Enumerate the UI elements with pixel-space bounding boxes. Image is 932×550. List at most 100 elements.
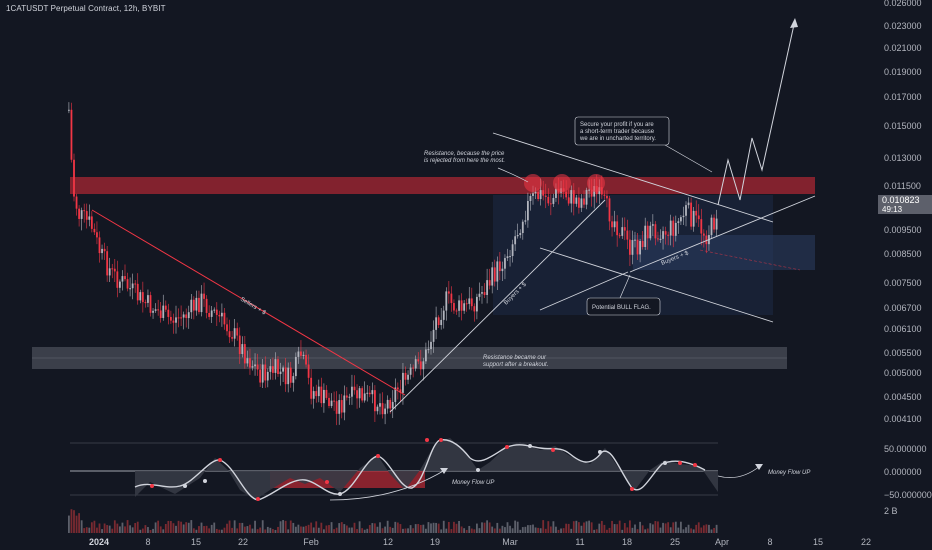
candle-body xyxy=(73,159,75,197)
candle-body xyxy=(516,234,519,237)
candle-body xyxy=(677,221,680,223)
volume-bar xyxy=(552,521,555,533)
money-flow-arrow-1 xyxy=(329,469,446,501)
price-tick: 0.006100 xyxy=(884,324,922,334)
candle-body xyxy=(374,390,376,412)
candle-body xyxy=(713,217,715,230)
volume-bar xyxy=(682,529,685,533)
candle-body xyxy=(185,314,188,319)
candle-body xyxy=(246,358,249,364)
price-tick: 0.004100 xyxy=(884,414,922,424)
candle-body xyxy=(180,317,182,319)
volume-bar xyxy=(277,526,279,533)
volume-bar xyxy=(557,529,560,533)
candle-body xyxy=(539,190,542,200)
osc-tick-0: 0.000000 xyxy=(884,467,922,477)
volume-bar xyxy=(646,528,649,533)
candle-body xyxy=(134,283,137,285)
volume-bar xyxy=(333,529,335,533)
candle-body xyxy=(358,388,361,399)
volume-bar xyxy=(294,526,297,533)
volume-bar xyxy=(363,529,366,533)
volume-bar xyxy=(639,521,641,533)
candle-body xyxy=(447,291,450,294)
volume-bar xyxy=(695,524,698,533)
candle-body xyxy=(221,312,223,317)
volume-bar xyxy=(486,520,488,533)
volume-bar xyxy=(465,529,468,533)
volume-bar xyxy=(243,526,246,533)
volume-bar xyxy=(669,527,672,533)
volume-bar xyxy=(654,521,657,533)
candle-body xyxy=(440,319,443,326)
candle-body xyxy=(75,196,78,209)
candle-body xyxy=(190,299,193,313)
volume-bar xyxy=(320,522,323,533)
volume-bar xyxy=(195,529,198,533)
candle-body xyxy=(272,366,274,373)
oscillator-dots-white xyxy=(183,444,667,496)
candle-body xyxy=(96,232,98,238)
volume-bar xyxy=(312,527,315,533)
candle-body xyxy=(544,195,547,197)
resistance-arrow xyxy=(497,167,529,183)
candle-body xyxy=(345,395,348,398)
candle-body xyxy=(450,293,453,304)
volume-bar xyxy=(68,515,70,533)
volume-bar xyxy=(590,522,593,533)
candle-body xyxy=(149,295,152,313)
candle-body xyxy=(203,293,205,299)
candle-body xyxy=(315,391,318,397)
volume-bar xyxy=(374,523,376,533)
volume-bar xyxy=(606,529,608,533)
current-price: 0.010823 xyxy=(882,195,920,205)
volume-bar xyxy=(565,523,568,533)
volume-bar xyxy=(78,513,80,533)
candle-body xyxy=(144,302,147,304)
candle-body xyxy=(119,281,121,288)
candle-body xyxy=(402,372,404,393)
candle-body xyxy=(187,312,190,319)
buyers-trendline-1 xyxy=(389,199,606,413)
candle-body xyxy=(182,314,185,318)
candle-body xyxy=(348,396,351,398)
volume-bar xyxy=(667,522,670,533)
rejection-circle xyxy=(587,174,605,192)
candle-body xyxy=(162,305,165,318)
candle-body xyxy=(167,309,170,317)
volume-bar xyxy=(690,528,692,533)
candle-body xyxy=(172,320,175,323)
volume-label: 2 B xyxy=(884,506,898,516)
volume-bar xyxy=(549,526,552,533)
flag-lower-left xyxy=(539,271,629,311)
candle-body xyxy=(312,391,315,399)
volume-bar xyxy=(404,528,407,533)
candle-body xyxy=(254,364,256,367)
volume-bar xyxy=(659,527,662,533)
candle-body xyxy=(113,268,116,272)
price-tick: 0.005500 xyxy=(884,348,922,358)
volume-bar xyxy=(481,522,483,533)
volume-bar xyxy=(493,528,496,533)
candle-body xyxy=(654,224,657,239)
candle-body xyxy=(504,258,506,269)
price-tick: 0.004500 xyxy=(884,392,922,402)
candle-body xyxy=(389,399,392,409)
oscillator-area xyxy=(135,438,718,500)
volume-bar xyxy=(108,525,111,533)
volume-bar xyxy=(613,524,616,533)
volume-bar xyxy=(361,528,364,533)
volume-bar xyxy=(70,509,73,533)
candle-body xyxy=(529,195,532,202)
candle-body xyxy=(213,309,216,311)
candle-body xyxy=(437,317,440,326)
volume-bar xyxy=(560,528,562,533)
volume-bar xyxy=(623,523,626,533)
candle-body xyxy=(399,389,402,393)
resistance-zone xyxy=(70,177,815,194)
candle-body xyxy=(333,400,335,402)
candle-body xyxy=(590,189,593,197)
candle-body xyxy=(368,392,371,395)
volume-bar xyxy=(289,520,292,533)
